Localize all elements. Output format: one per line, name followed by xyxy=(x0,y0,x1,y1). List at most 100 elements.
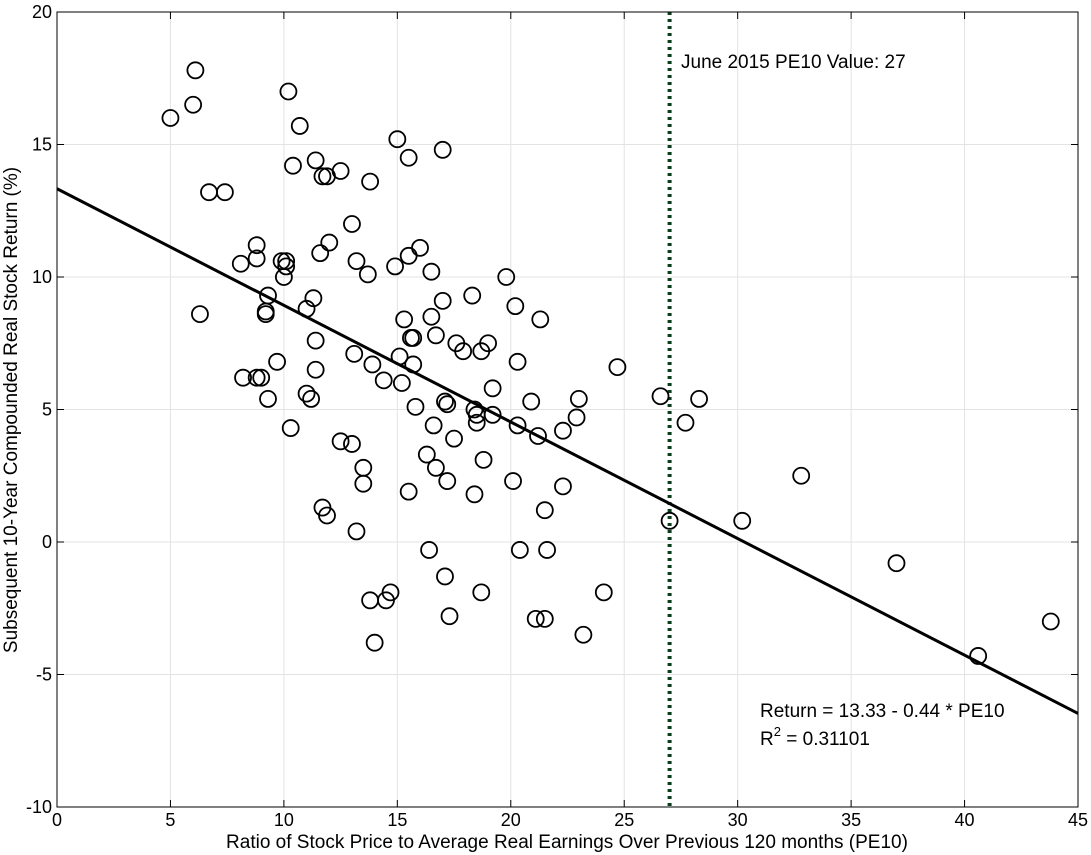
y-tick-labels: -10 -5 0 5 10 15 20 xyxy=(26,2,52,817)
x-tick-label: 25 xyxy=(614,810,634,830)
data-point xyxy=(411,238,429,257)
data-point xyxy=(567,408,586,427)
data-point xyxy=(247,249,266,268)
data-point xyxy=(404,355,423,374)
data-point xyxy=(313,167,332,186)
data-point xyxy=(388,130,407,149)
data-point xyxy=(594,583,613,602)
data-point xyxy=(311,244,330,263)
regression-line xyxy=(56,187,1079,715)
y-axis-title: Subsequent 10-Year Compounded Real Stock… xyxy=(1,167,22,653)
x-tick-label: 30 xyxy=(728,810,748,830)
data-point xyxy=(297,384,316,403)
data-point xyxy=(792,466,811,485)
data-point xyxy=(247,368,266,387)
data-point xyxy=(538,541,556,559)
data-point xyxy=(422,307,441,326)
data-point xyxy=(347,252,366,271)
data-point xyxy=(290,117,309,135)
data-point xyxy=(463,286,482,305)
data-point xyxy=(554,421,572,440)
x-tick-label: 45 xyxy=(1068,810,1088,830)
data-point xyxy=(345,344,364,363)
data-point xyxy=(306,331,325,350)
y-tick-label: 0 xyxy=(42,532,52,552)
data-point xyxy=(161,109,180,127)
r-squared-prefix: R xyxy=(760,729,774,750)
data-point xyxy=(184,95,203,114)
data-point xyxy=(433,291,452,310)
data-point xyxy=(343,435,361,453)
data-point xyxy=(506,297,525,316)
data-point xyxy=(427,326,445,345)
data-point xyxy=(465,485,484,504)
data-point xyxy=(438,472,457,490)
data-point xyxy=(417,445,436,464)
data-point xyxy=(259,389,277,408)
data-point xyxy=(361,172,380,191)
data-point xyxy=(733,511,752,530)
data-point xyxy=(399,482,418,501)
data-point xyxy=(390,347,409,366)
data-point xyxy=(392,374,411,392)
data-point xyxy=(651,387,670,406)
data-point xyxy=(608,358,627,377)
data-point xyxy=(395,310,414,329)
data-point xyxy=(277,257,296,276)
data-point xyxy=(381,583,400,602)
x-tick-label: 10 xyxy=(274,810,294,830)
data-point xyxy=(660,511,679,530)
data-point xyxy=(522,392,541,411)
data-point xyxy=(526,609,545,628)
fit-line xyxy=(56,187,1079,715)
data-point xyxy=(472,583,491,602)
data-point xyxy=(436,392,454,411)
data-point xyxy=(304,289,323,308)
data-point xyxy=(363,355,382,374)
data-point xyxy=(331,432,350,451)
data-point xyxy=(284,156,302,175)
data-point xyxy=(535,501,554,520)
data-point xyxy=(259,286,277,305)
data-point xyxy=(569,389,588,408)
data-point xyxy=(467,413,486,432)
data-point xyxy=(529,427,547,445)
data-point xyxy=(676,413,695,432)
data-point xyxy=(215,183,234,202)
vline-label: June 2015 PE10 Value: 27 xyxy=(681,52,906,73)
data-point xyxy=(531,310,550,329)
equation-label: Return = 13.33 - 0.44 * PE10 xyxy=(760,701,1005,722)
x-tick-label: 0 xyxy=(52,810,62,830)
axis-ticks xyxy=(56,11,1079,808)
data-point xyxy=(347,522,366,541)
data-point xyxy=(433,140,452,159)
r-squared-label: R2 = 0.31101 xyxy=(760,724,870,750)
data-point xyxy=(497,268,516,286)
data-point xyxy=(1041,612,1060,631)
data-point xyxy=(887,554,906,573)
data-point xyxy=(474,450,493,469)
y-tick-label: 5 xyxy=(42,400,52,420)
data-point xyxy=(508,352,527,371)
x-tick-label: 20 xyxy=(501,810,521,830)
data-point xyxy=(343,215,361,233)
r-squared-value: = 0.31101 xyxy=(781,729,870,750)
data-point xyxy=(424,416,443,435)
x-tick-label: 5 xyxy=(165,810,175,830)
data-point xyxy=(268,352,286,371)
data-point xyxy=(445,429,463,448)
y-tick-label: -5 xyxy=(36,665,52,685)
data-point xyxy=(504,472,522,490)
data-point xyxy=(420,541,438,559)
r-squared-superscript: 2 xyxy=(774,724,781,739)
data-point xyxy=(386,257,404,276)
y-tick-label: 20 xyxy=(32,2,52,22)
data-point xyxy=(436,567,454,586)
data-point xyxy=(438,395,457,414)
data-point xyxy=(440,607,459,626)
data-point xyxy=(279,82,298,101)
data-point xyxy=(969,647,988,665)
data-point xyxy=(535,609,554,628)
y-tick-label: 15 xyxy=(32,135,52,155)
